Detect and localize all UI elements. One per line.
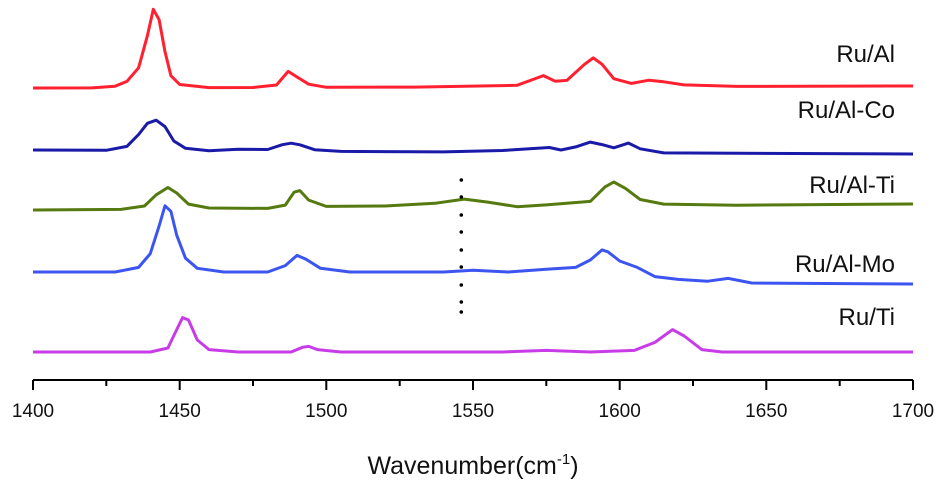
x-axis-title-superscript: -1: [557, 451, 570, 468]
x-tick-label: 1450: [159, 401, 201, 422]
series-label-ru-al-co: Ru/Al-Co: [798, 97, 895, 124]
x-axis-title-text: Wavenumber(cm: [367, 452, 556, 480]
marker-dot: [459, 178, 464, 182]
series-label-ru-al: Ru/Al: [836, 41, 895, 68]
x-axis-title: Wavenumber(cm-1): [367, 451, 578, 480]
marker-dot: [459, 283, 464, 287]
x-tick-label: 1650: [745, 401, 787, 422]
marker-dot: [459, 248, 464, 252]
marker-dot: [459, 300, 464, 304]
x-tick-label: 1550: [452, 401, 494, 422]
series-labels: Ru/Al Ru/Al-Co Ru/Al-Ti Ru/Al-Mo Ru/Ti: [795, 41, 895, 331]
dotted-marker-line: [459, 178, 464, 314]
x-axis-title-close: ): [570, 452, 578, 480]
series-line-ru-al-ti: [32, 180, 914, 212]
series-line-ru-al-mo: [33, 204, 914, 286]
series-line-ru-al: [32, 7, 914, 90]
spectrum-lines: [32, 7, 914, 354]
series-label-ru-al-mo: Ru/Al-Mo: [795, 251, 895, 278]
series-label-ru-ti: Ru/Ti: [839, 304, 895, 331]
marker-dot: [459, 265, 464, 269]
marker-dot: [459, 195, 464, 199]
x-tick-label: 1600: [599, 401, 641, 422]
series-line-ru-ti: [33, 316, 913, 354]
x-tick-label: 1400: [12, 401, 54, 422]
x-tick-label: 1700: [892, 401, 934, 422]
x-tick-label: 1500: [305, 401, 347, 422]
x-axis: 1400 1450 1500 1550 1600 1650 1700: [12, 379, 934, 422]
marker-dot: [459, 310, 464, 314]
marker-dot: [459, 230, 464, 234]
series-line-ru-al-co: [32, 118, 914, 156]
series-label-ru-al-ti: Ru/Al-Ti: [809, 172, 895, 199]
marker-dot: [459, 213, 464, 217]
